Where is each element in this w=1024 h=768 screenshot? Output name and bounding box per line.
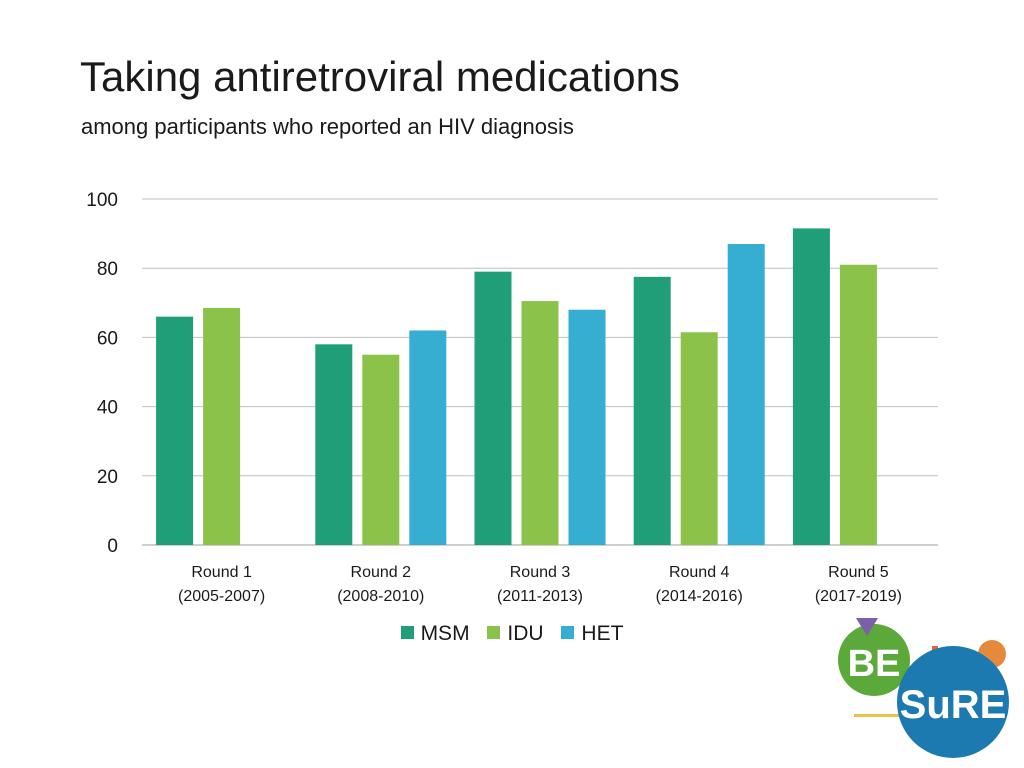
x-tick-label: Round 1 [191,564,252,581]
bar-msm [156,316,194,545]
y-tick-label: 20 [97,467,118,488]
x-tick-label: Round 5 [828,564,889,581]
y-tick-label: 100 [86,190,118,211]
y-tick-label: 40 [97,398,118,419]
legend-label-het: HET [581,622,624,645]
page-title: Taking antiretroviral medications [80,53,680,100]
legend-swatch-msm [400,626,414,639]
x-tick-label: (2011-2013) [497,588,583,605]
x-tick-label: Round 3 [510,564,571,581]
bar-msm [633,276,671,545]
legend-swatch-het [561,626,575,639]
bar-idu [362,354,400,545]
y-tick-label: 60 [97,328,118,349]
legend-label-idu: IDU [507,622,544,645]
bar-het [409,330,447,545]
x-tick-label: (2005-2007) [178,588,265,605]
legend-label-msm: MSM [420,622,470,645]
bar-msm [474,271,512,545]
bar-het [727,243,765,546]
legend-swatch-idu [487,626,501,639]
chart-legend: MSM IDU HET [0,622,1024,646]
logo-text-bottom: SuRE [900,683,1007,727]
x-tick-label: (2017-2019) [815,588,902,605]
x-tick-label: (2008-2010) [337,588,424,605]
y-tick-label: 80 [97,259,118,280]
x-tick-label: (2014-2016) [656,588,743,605]
x-tick-label: Round 2 [351,564,412,581]
besure-logo: BE SuRE [838,618,1009,758]
bar-idu [521,301,559,545]
legend-item-idu: IDU [487,622,544,646]
x-tick-label: Round 4 [669,564,730,581]
page-subtitle: among participants who reported an HIV d… [81,114,574,139]
bar-idu [680,332,718,545]
bar-msm [315,344,353,545]
bar-het [568,309,606,545]
bar-msm [792,228,830,545]
bar-idu [839,264,877,545]
legend-item-het: HET [561,622,623,646]
y-tick-label: 0 [107,536,118,557]
bar-idu [203,307,241,545]
legend-item-msm: MSM [400,622,470,646]
logo-text-top: BE [848,643,901,685]
